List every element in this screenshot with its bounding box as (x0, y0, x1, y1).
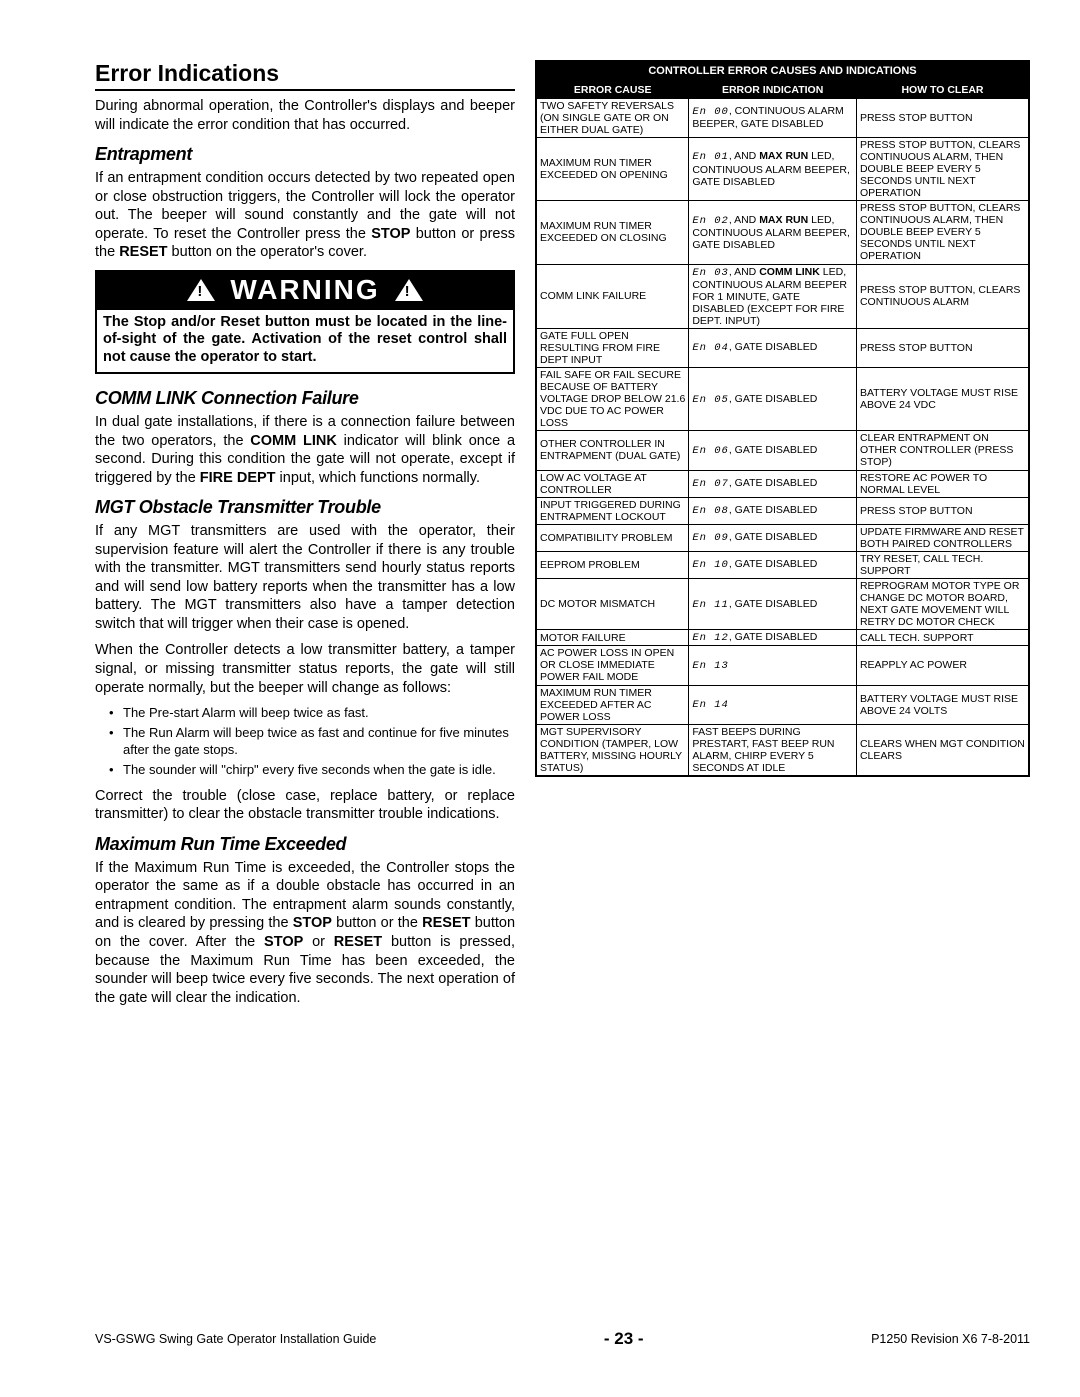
table-cell: PRESS STOP BUTTON (856, 497, 1029, 524)
table-cell: En 00, CONTINUOUS ALARM BEEPER, GATE DIS… (689, 98, 857, 137)
table-cell: En 04, GATE DISABLED (689, 328, 857, 367)
table-row: OTHER CONTROLLER IN ENTRAPMENT (DUAL GAT… (536, 431, 1029, 470)
table-cell: TWO SAFETY REVERSALS (ON SINGLE GATE OR … (536, 98, 689, 137)
table-cell: CLEARS WHEN MGT CONDITION CLEARS (856, 724, 1029, 776)
right-column: CONTROLLER ERROR CAUSES AND INDICATIONS … (535, 60, 1030, 1015)
table-cell: LOW AC VOLTAGE AT CONTROLLER (536, 470, 689, 497)
footer-left: VS-GSWG Swing Gate Operator Installation… (95, 1332, 376, 1346)
table-row: COMM LINK FAILUREEn 03, AND COMM LINK LE… (536, 264, 1029, 328)
table-title: CONTROLLER ERROR CAUSES AND INDICATIONS (536, 61, 1029, 81)
table-cell: En 05, GATE DISABLED (689, 368, 857, 431)
table-cell: En 14 (689, 685, 857, 724)
bullet-item: The Run Alarm will beep twice as fast an… (113, 725, 515, 759)
warning-box: WARNING The Stop and/or Reset button mus… (95, 270, 515, 374)
table-cell: MAXIMUM RUN TIMER EXCEEDED ON CLOSING (536, 201, 689, 264)
table-cell: BATTERY VOLTAGE MUST RISE ABOVE 24 VOLTS (856, 685, 1029, 724)
table-cell: INPUT TRIGGERED DURING ENTRAPMENT LOCKOU… (536, 497, 689, 524)
table-cell: MAXIMUM RUN TIMER EXCEEDED ON OPENING (536, 137, 689, 200)
table-row: MAXIMUM RUN TIMER EXCEEDED ON CLOSINGEn … (536, 201, 1029, 264)
table-row: TWO SAFETY REVERSALS (ON SINGLE GATE OR … (536, 98, 1029, 137)
maxrun-heading: Maximum Run Time Exceeded (95, 834, 515, 855)
table-cell: AC POWER LOSS IN OPEN OR CLOSE IMMEDIATE… (536, 646, 689, 685)
warning-triangle-icon (187, 279, 215, 301)
table-cell: En 13 (689, 646, 857, 685)
table-cell: DC MOTOR MISMATCH (536, 579, 689, 630)
table-row: GATE FULL OPEN RESULTING FROM FIRE DEPT … (536, 328, 1029, 367)
table-cell: OTHER CONTROLLER IN ENTRAPMENT (DUAL GAT… (536, 431, 689, 470)
table-cell: En 01, AND MAX RUN LED, CONTINUOUS ALARM… (689, 137, 857, 200)
table-cell: MOTOR FAILURE (536, 630, 689, 646)
table-cell: PRESS STOP BUTTON (856, 98, 1029, 137)
table-cell: En 09, GATE DISABLED (689, 524, 857, 551)
table-cell: CLEAR ENTRAPMENT ON OTHER CONTROLLER (PR… (856, 431, 1029, 470)
warning-label: WARNING (230, 274, 379, 306)
table-cell: En 07, GATE DISABLED (689, 470, 857, 497)
table-row: MAXIMUM RUN TIMER EXCEEDED ON OPENINGEn … (536, 137, 1029, 200)
table-row: INPUT TRIGGERED DURING ENTRAPMENT LOCKOU… (536, 497, 1029, 524)
mgt-text-2: When the Controller detects a low transm… (95, 641, 515, 697)
table-cell: BATTERY VOLTAGE MUST RISE ABOVE 24 VDC (856, 368, 1029, 431)
table-cell: FAIL SAFE OR FAIL SECURE BECAUSE OF BATT… (536, 368, 689, 431)
bullet-item: The Pre-start Alarm will beep twice as f… (113, 705, 515, 722)
entrapment-text: If an entrapment condition occurs detect… (95, 169, 515, 262)
warning-triangle-icon (395, 279, 423, 301)
table-cell: UPDATE FIRMWARE AND RESET BOTH PAIRED CO… (856, 524, 1029, 551)
table-cell: RESTORE AC POWER TO NORMAL LEVEL (856, 470, 1029, 497)
table-cell: En 11, GATE DISABLED (689, 579, 857, 630)
table-cell: En 06, GATE DISABLED (689, 431, 857, 470)
table-cell: MGT SUPERVISORY CONDITION (TAMPER, LOW B… (536, 724, 689, 776)
table-cell: En 03, AND COMM LINK LED, CONTINUOUS ALA… (689, 264, 857, 328)
comm-heading: COMM LINK Connection Failure (95, 388, 515, 409)
mgt-text-3: Correct the trouble (close case, replace… (95, 787, 515, 824)
bullet-item: The sounder will "chirp" every five seco… (113, 762, 515, 779)
table-cell: COMPATIBILITY PROBLEM (536, 524, 689, 551)
table-cell: EEPROM PROBLEM (536, 551, 689, 578)
table-cell: COMM LINK FAILURE (536, 264, 689, 328)
table-row: MOTOR FAILUREEn 12, GATE DISABLEDCALL TE… (536, 630, 1029, 646)
intro-text: During abnormal operation, the Controlle… (95, 97, 515, 134)
page-footer: VS-GSWG Swing Gate Operator Installation… (95, 1329, 1030, 1349)
table-body: TWO SAFETY REVERSALS (ON SINGLE GATE OR … (536, 98, 1029, 776)
table-row: EEPROM PROBLEMEn 10, GATE DISABLEDTRY RE… (536, 551, 1029, 578)
table-cell: En 12, GATE DISABLED (689, 630, 857, 646)
table-column-header: ERROR CAUSE (536, 81, 689, 98)
table-cell: CALL TECH. SUPPORT (856, 630, 1029, 646)
main-heading: Error Indications (95, 60, 515, 91)
table-cell: En 08, GATE DISABLED (689, 497, 857, 524)
table-cell: REAPPLY AC POWER (856, 646, 1029, 685)
table-row: MGT SUPERVISORY CONDITION (TAMPER, LOW B… (536, 724, 1029, 776)
table-column-header: HOW TO CLEAR (856, 81, 1029, 98)
maxrun-text: If the Maximum Run Time is exceeded, the… (95, 859, 515, 1007)
error-table: CONTROLLER ERROR CAUSES AND INDICATIONS … (535, 60, 1030, 777)
table-row: COMPATIBILITY PROBLEMEn 09, GATE DISABLE… (536, 524, 1029, 551)
table-row: LOW AC VOLTAGE AT CONTROLLEREn 07, GATE … (536, 470, 1029, 497)
table-cell: FAST BEEPS DURING PRESTART, FAST BEEP RU… (689, 724, 857, 776)
table-header-row: ERROR CAUSEERROR INDICATIONHOW TO CLEAR (536, 81, 1029, 98)
table-cell: GATE FULL OPEN RESULTING FROM FIRE DEPT … (536, 328, 689, 367)
table-cell: PRESS STOP BUTTON, CLEARS CONTINUOUS ALA… (856, 201, 1029, 264)
left-column: Error Indications During abnormal operat… (95, 60, 515, 1015)
table-cell: En 02, AND MAX RUN LED, CONTINUOUS ALARM… (689, 201, 857, 264)
table-cell: En 10, GATE DISABLED (689, 551, 857, 578)
table-cell: MAXIMUM RUN TIMER EXCEEDED AFTER AC POWE… (536, 685, 689, 724)
entrapment-heading: Entrapment (95, 144, 515, 165)
table-column-header: ERROR INDICATION (689, 81, 857, 98)
footer-right: P1250 Revision X6 7-8-2011 (871, 1332, 1030, 1346)
table-row: FAIL SAFE OR FAIL SECURE BECAUSE OF BATT… (536, 368, 1029, 431)
table-cell: TRY RESET, CALL TECH. SUPPORT (856, 551, 1029, 578)
table-row: AC POWER LOSS IN OPEN OR CLOSE IMMEDIATE… (536, 646, 1029, 685)
table-row: DC MOTOR MISMATCHEn 11, GATE DISABLEDREP… (536, 579, 1029, 630)
table-cell: PRESS STOP BUTTON, CLEARS CONTINUOUS ALA… (856, 264, 1029, 328)
footer-page-number: - 23 - (604, 1329, 644, 1349)
table-cell: REPROGRAM MOTOR TYPE OR CHANGE DC MOTOR … (856, 579, 1029, 630)
table-row: MAXIMUM RUN TIMER EXCEEDED AFTER AC POWE… (536, 685, 1029, 724)
warning-body: The Stop and/or Reset button must be loc… (97, 310, 513, 372)
table-cell: PRESS STOP BUTTON (856, 328, 1029, 367)
mgt-text-1: If any MGT transmitters are used with th… (95, 522, 515, 633)
warning-header: WARNING (97, 272, 513, 310)
table-cell: PRESS STOP BUTTON, CLEARS CONTINUOUS ALA… (856, 137, 1029, 200)
comm-text: In dual gate installations, if there is … (95, 413, 515, 487)
mgt-heading: MGT Obstacle Transmitter Trouble (95, 497, 515, 518)
mgt-bullets: The Pre-start Alarm will beep twice as f… (95, 705, 515, 779)
